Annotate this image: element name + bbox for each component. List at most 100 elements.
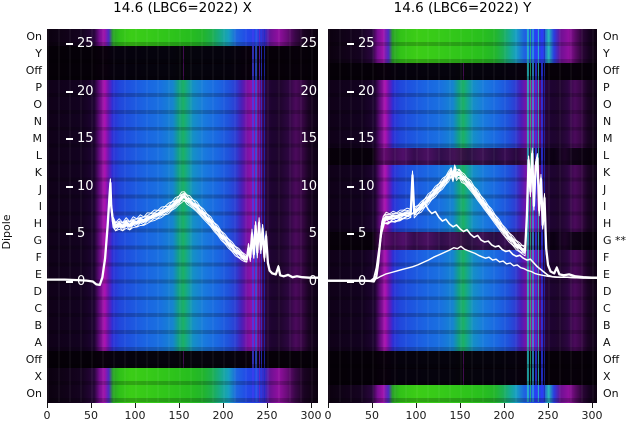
- x-tick-label: 0: [324, 409, 332, 422]
- vertical-feature-line: [263, 29, 265, 402]
- x-tick-label: 100: [124, 409, 146, 422]
- panel-title-y: 14.6 (LBC6=2022) Y: [393, 0, 532, 16]
- value-tick-dash: [66, 281, 73, 283]
- row-label-right: G **: [603, 233, 627, 247]
- value-tick-number: 10: [77, 178, 94, 194]
- value-tick-number: 15: [358, 131, 375, 147]
- x-tick-label: 250: [256, 409, 278, 422]
- value-tick-dash: [347, 185, 354, 188]
- row-label-left: M: [32, 132, 43, 146]
- value-tick-number: 20: [358, 83, 375, 99]
- value-tick-dash: [66, 90, 73, 93]
- row-band-on: [47, 385, 318, 403]
- row-label-right: B: [603, 318, 611, 332]
- value-tick-dash: [66, 138, 73, 141]
- x-tick-label: 150: [168, 409, 190, 422]
- x-tick-mark: [328, 403, 329, 408]
- row-label-right: O: [603, 98, 612, 112]
- x-tick-mark: [372, 403, 373, 408]
- vertical-feature-line: [537, 29, 539, 402]
- x-tick-label: 50: [365, 409, 379, 422]
- x-tick-mark: [416, 403, 417, 408]
- value-tick-dash: [347, 138, 354, 141]
- row-label-left: I: [38, 200, 42, 214]
- row-label-right: Y: [603, 47, 610, 61]
- row-label-left: C: [34, 301, 42, 315]
- value-tick-dash: [347, 90, 354, 93]
- row-label-left: F: [35, 250, 42, 264]
- x-tick-mark: [179, 403, 180, 408]
- row-label-left: P: [35, 81, 42, 95]
- x-tick-label: 100: [405, 409, 427, 422]
- row-band-off: [47, 62, 318, 81]
- vertical-feature-line: [258, 29, 260, 402]
- row-label-left: A: [34, 335, 42, 349]
- x-tick-label: 300: [300, 409, 322, 422]
- x-tick-label: 150: [449, 409, 471, 422]
- x-tick-label: 250: [537, 409, 559, 422]
- value-tick-dash: [66, 43, 73, 45]
- vertical-feature-line: [252, 29, 254, 402]
- row-label-left: Y: [35, 47, 42, 61]
- row-label-left: K: [34, 166, 42, 180]
- row-label-left: D: [33, 284, 42, 298]
- row-label-right: M: [603, 132, 613, 146]
- row-label-right: X: [603, 369, 611, 383]
- row-label-right: On: [603, 30, 619, 44]
- x-tick-label: 300: [581, 409, 603, 422]
- row-label-left: On: [26, 30, 42, 44]
- profile-thin: [328, 245, 597, 282]
- row-label-left: H: [33, 216, 42, 230]
- row-label-right: J: [603, 183, 607, 197]
- row-label-right: F: [603, 250, 610, 264]
- row-band-on: [47, 29, 318, 47]
- row-label-right: C: [603, 301, 611, 315]
- row-label-right: N: [603, 115, 612, 129]
- value-tick-number-right: 25: [300, 36, 317, 51]
- row-label-left: G: [33, 233, 42, 247]
- value-tick-number: 20: [77, 83, 94, 99]
- value-tick-number: 10: [358, 178, 375, 194]
- heatmap-texture: [328, 29, 597, 402]
- x-tick-mark: [592, 403, 593, 408]
- value-tick-number: 25: [358, 36, 375, 51]
- row-band-y: [47, 45, 318, 64]
- row-label-right: A: [603, 335, 611, 349]
- value-tick-number-right: 0: [308, 274, 317, 289]
- row-label-left: On: [26, 386, 42, 400]
- x-tick-mark: [91, 403, 92, 408]
- x-tick-mark: [267, 403, 268, 408]
- vertical-feature-line: [534, 29, 537, 402]
- value-tick-number-right: 10: [300, 178, 317, 194]
- value-tick-number-right: 5: [308, 226, 317, 242]
- x-tick-label: 200: [212, 409, 234, 422]
- profile-bundle: [328, 150, 597, 282]
- value-tick-dash: [347, 233, 354, 236]
- x-tick-mark: [504, 403, 505, 408]
- value-tick-number: 0: [77, 274, 86, 289]
- profile-medium: [328, 201, 597, 282]
- row-label-left: J: [38, 183, 42, 197]
- profile-bundle: [328, 152, 597, 283]
- value-tick-number-right: 15: [300, 131, 317, 147]
- row-label-left: Off: [25, 64, 42, 78]
- x-tick-mark: [135, 403, 136, 408]
- profile-bundle: [47, 187, 318, 286]
- row-label-right: E: [603, 267, 610, 281]
- value-tick-number-right: 20: [300, 83, 317, 99]
- row-label-right: H: [603, 216, 612, 230]
- x-tick-label: 50: [84, 409, 98, 422]
- value-tick-dash: [66, 185, 73, 188]
- x-tick-mark: [47, 403, 48, 408]
- heatmap-colormap-base: [328, 29, 597, 402]
- row-label-left: O: [33, 98, 42, 112]
- vertical-feature-line: [255, 29, 258, 402]
- row-label-right: K: [603, 166, 611, 180]
- row-label-right: P: [603, 81, 610, 95]
- value-tick-dash: [347, 281, 354, 283]
- value-tick-dash: [66, 233, 73, 236]
- x-tick-label: 200: [493, 409, 515, 422]
- vertical-feature-line: [529, 29, 532, 402]
